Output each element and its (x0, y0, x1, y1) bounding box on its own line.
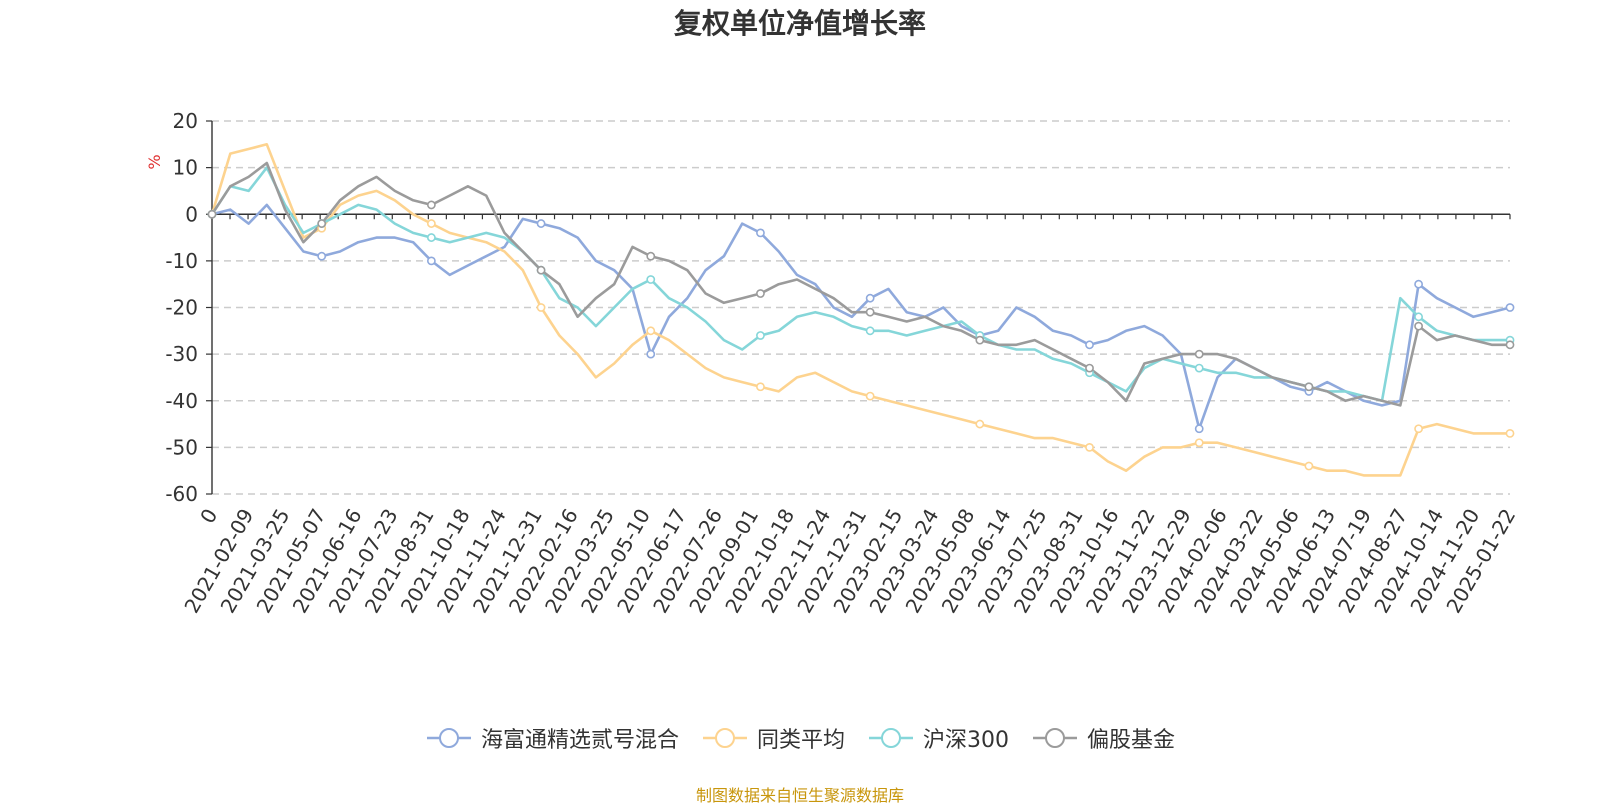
series-point-3 (207, 209, 217, 219)
y-tick-label: 10 (173, 156, 198, 180)
line-chart: 20 10 0 -10 -20 -30 -40 -50 -60 02021-02-092021-… (145, 109, 1520, 617)
series-point-3 (1085, 363, 1094, 373)
legend-item-0[interactable]: 海富通精选贰号混合 (425, 722, 679, 754)
series-point-0 (317, 251, 327, 261)
legend-swatch-marker (438, 728, 459, 748)
legend-swatch-marker (714, 728, 735, 748)
series-point-0 (646, 349, 656, 359)
series-point-1 (1304, 461, 1314, 471)
series-point-3 (317, 219, 327, 228)
series-point-2 (865, 326, 875, 336)
series-point-3 (426, 200, 436, 210)
series-point-0 (426, 256, 436, 266)
legend-swatch-marker (881, 728, 901, 748)
series-point-2 (646, 275, 656, 284)
x-tick-label: 0 (195, 505, 222, 528)
series-point-3 (975, 335, 985, 345)
series-point-0 (865, 293, 875, 303)
y-tick-label: -30 (165, 342, 198, 366)
legend-item-3[interactable]: 偏股基金 (1031, 722, 1175, 754)
series-point-1 (975, 419, 985, 429)
series-point-0 (536, 219, 546, 228)
series-point-2 (756, 331, 765, 340)
y-tick-label: -20 (165, 296, 198, 320)
y-tick-label: 20 (173, 109, 198, 133)
series-point-3 (536, 265, 546, 275)
series-point-1 (646, 326, 656, 336)
series-line-2 (210, 166, 1510, 403)
series-point-3 (756, 289, 765, 298)
chart-title: 复权单位净值增长率 (673, 7, 926, 40)
series-line-1 (210, 143, 1510, 477)
axes (206, 120, 1511, 495)
legend-item-1[interactable]: 同类平均 (701, 722, 845, 754)
series-point-3 (865, 307, 875, 317)
legend-label: 同类平均 (756, 728, 845, 753)
legend-swatch-icon (702, 728, 747, 748)
series-line-3 (210, 161, 1510, 407)
series-point-3 (1304, 382, 1314, 392)
y-tick-label: -10 (165, 249, 198, 273)
y-tick-label: -60 (165, 482, 198, 506)
legend-swatch-icon (869, 728, 913, 748)
legend-label: 海富通精选贰号混合 (480, 728, 679, 753)
series-point-3 (1414, 321, 1423, 331)
series-lines (210, 143, 1511, 477)
series-point-2 (1414, 312, 1423, 322)
series-point-1 (1414, 424, 1423, 434)
legend-swatch-marker (1045, 728, 1065, 748)
series-line-0 (211, 203, 1511, 430)
legend-label: 偏股基金 (1087, 728, 1176, 753)
y-tick-label: 0 (185, 202, 198, 226)
legend-swatch-icon (426, 728, 471, 748)
series-point-3 (1194, 349, 1204, 359)
series-point-3 (1505, 340, 1515, 350)
legend-label: 沪深300 (923, 728, 1009, 753)
series-point-0 (756, 228, 765, 238)
x-tick-labels: 02021-02-092021-03-252021-05-072021-06-1… (179, 504, 1520, 617)
series-point-0 (1085, 340, 1094, 350)
series-point-1 (536, 303, 546, 312)
series-point-0 (1194, 424, 1204, 434)
series-point-1 (1505, 428, 1515, 438)
series-point-1 (756, 382, 765, 392)
legend: 海富通精选贰号混合 同类平均 沪深300 偏股基金 (0, 722, 1600, 754)
series-markers (207, 200, 1515, 471)
series-point-2 (1194, 363, 1204, 373)
y-tick-labels: 20 10 0 -10 -20 -30 -40 -50 -60 (165, 109, 198, 506)
series-point-1 (426, 219, 436, 228)
y-tick-label: -50 (165, 435, 198, 459)
series-point-1 (865, 391, 875, 401)
series-point-1 (1194, 438, 1204, 448)
y-tick-label: -40 (165, 389, 198, 413)
series-point-1 (1085, 442, 1094, 452)
legend-swatch-icon (1033, 728, 1077, 748)
y-axis-unit-label: % (145, 154, 164, 169)
legend-item-2[interactable]: 沪深300 (867, 722, 1009, 754)
source-note: 制图数据来自恒生聚源数据库 (695, 786, 904, 805)
series-point-0 (1414, 279, 1423, 289)
series-point-3 (646, 251, 656, 261)
series-point-2 (426, 233, 436, 242)
series-point-0 (1505, 303, 1515, 312)
